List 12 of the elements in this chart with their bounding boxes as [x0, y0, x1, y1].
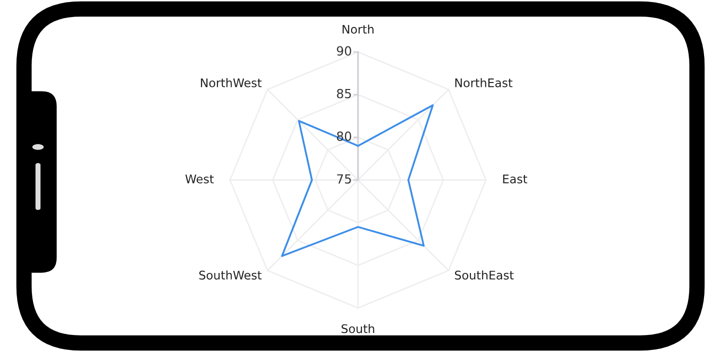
- y-tick-label: 80: [336, 132, 352, 141]
- spoke-label: East: [503, 174, 528, 184]
- y-tick-label: 85: [336, 88, 351, 98]
- spoke-label: SouthWest: [199, 270, 262, 280]
- spoke-label: NorthEast: [455, 78, 512, 88]
- y-tick-label: 75: [337, 174, 351, 184]
- spoke-label: NorthWest: [200, 78, 262, 88]
- spoke-label: SouthEast: [454, 270, 514, 280]
- spoke-label: West: [185, 174, 214, 184]
- spoke-label: North: [342, 24, 374, 34]
- y-tick-label: 90: [336, 46, 352, 56]
- spoke-label: South: [342, 324, 374, 334]
